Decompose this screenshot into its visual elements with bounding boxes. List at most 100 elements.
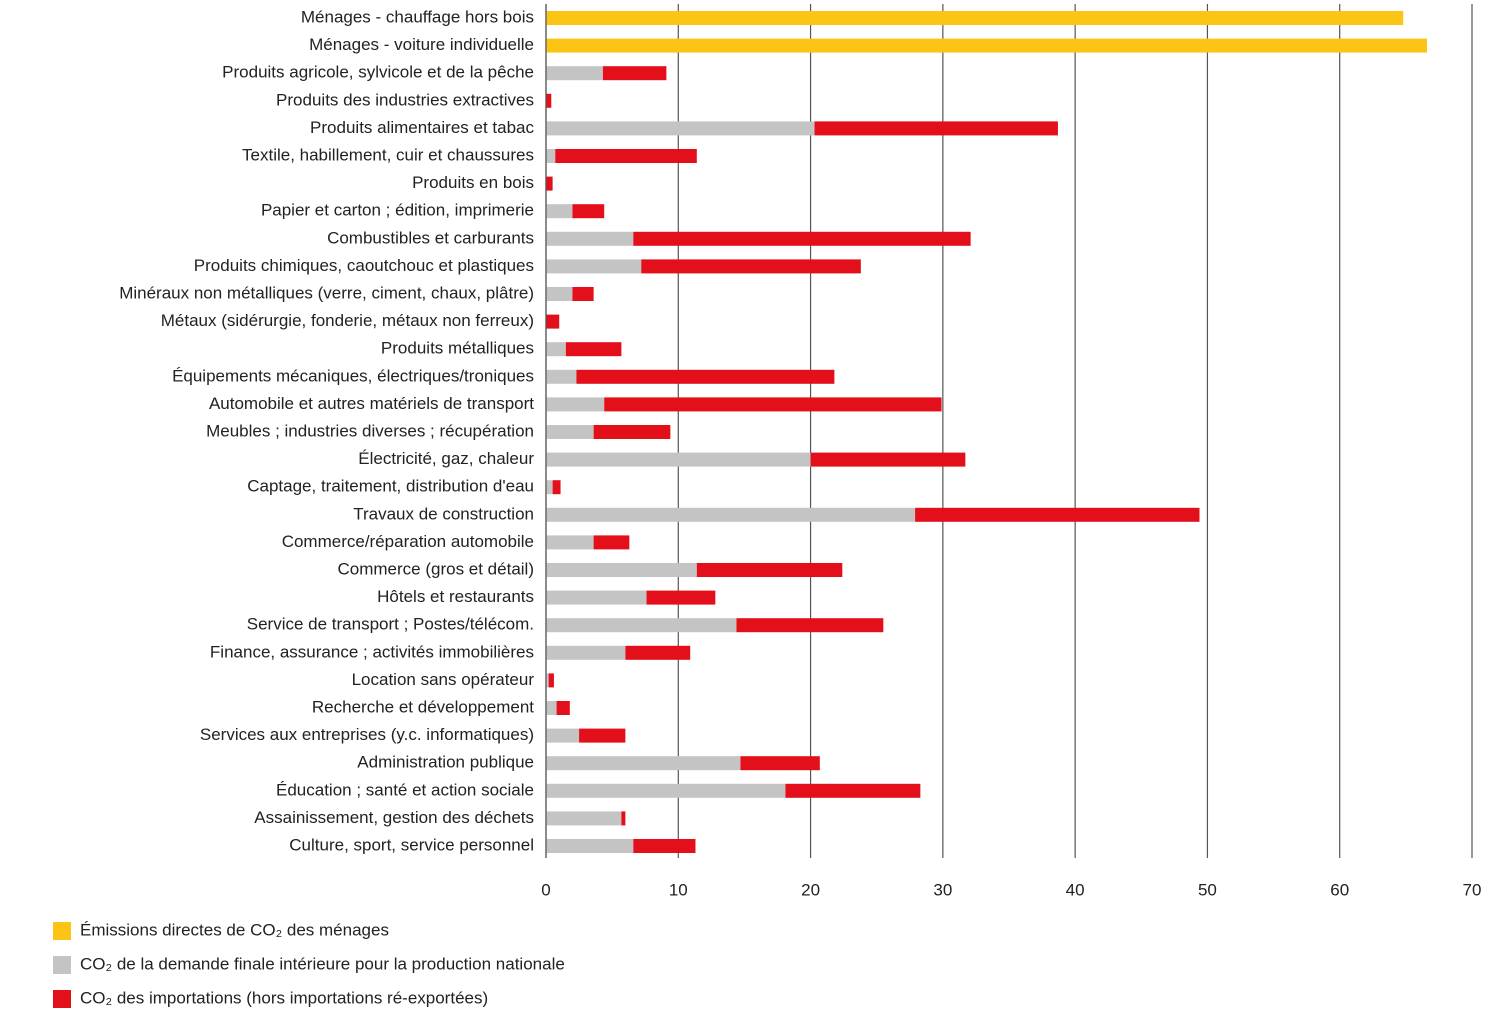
y-tick-label: Minéraux non métalliques (verre, ciment,…: [119, 283, 534, 302]
y-tick-label: Hôtels et restaurants: [377, 587, 534, 606]
bar-segment: [546, 342, 566, 357]
bar-segment: [646, 590, 716, 605]
x-tick-label: 60: [1330, 880, 1349, 899]
y-tick-label: Location sans opérateur: [352, 670, 535, 689]
bar-segment: [546, 645, 626, 660]
y-tick-label: Finance, assurance ; activités immobiliè…: [210, 642, 534, 661]
legend-label: Émissions directes de CO₂ des ménages: [80, 920, 389, 939]
bar-segment: [546, 839, 634, 853]
bar-segment: [625, 645, 691, 660]
bar-segment: [915, 507, 1200, 522]
x-tick-label: 70: [1463, 880, 1482, 899]
bar-segment: [740, 756, 820, 771]
bar-segment: [546, 287, 573, 301]
y-tick-label: Commerce/réparation automobile: [282, 532, 534, 551]
bar-segment: [546, 397, 605, 412]
bar-segment: [555, 149, 697, 163]
bar-segment: [593, 425, 671, 439]
bar-segment: [546, 93, 552, 108]
legend-swatch: [53, 956, 71, 974]
bar-segment: [810, 452, 966, 467]
bar-segment: [633, 231, 971, 246]
y-tick-label: Produits métalliques: [381, 339, 534, 358]
x-tick-label: 30: [933, 880, 952, 899]
bar-segment: [576, 369, 835, 384]
bar-segment: [546, 811, 622, 826]
bar-segment: [572, 204, 605, 219]
bar-segment: [546, 231, 634, 246]
x-tick-label: 20: [801, 880, 820, 899]
bar-segment: [546, 756, 741, 771]
y-tick-label: Électricité, gaz, chaleur: [358, 449, 534, 468]
bar-segment: [546, 204, 573, 219]
x-tick-label: 50: [1198, 880, 1217, 899]
bar-segment: [546, 425, 594, 439]
bar-segment: [814, 121, 1058, 136]
y-tick-label: Administration publique: [357, 753, 534, 772]
bar-segment: [641, 259, 861, 274]
y-tick-label: Éducation ; santé et action sociale: [276, 780, 534, 799]
bar-segment: [593, 535, 630, 550]
bar-segment: [546, 535, 594, 550]
bar-segment: [546, 121, 815, 136]
y-tick-label: Services aux entreprises (y.c. informati…: [200, 725, 534, 744]
bar-segment: [556, 701, 570, 715]
y-tick-label: Papier et carton ; édition, imprimerie: [261, 201, 534, 220]
y-tick-label: Produits agricole, sylvicole et de la pê…: [222, 63, 534, 82]
y-tick-label: Produits alimentaires et tabac: [310, 118, 534, 137]
bar-segment: [696, 563, 843, 577]
bar-segment: [546, 480, 553, 495]
bar-segment: [546, 452, 811, 467]
bar-segment: [552, 480, 561, 495]
bar-segment: [546, 728, 580, 743]
bar-segment: [572, 287, 594, 301]
y-tick-label: Travaux de construction: [353, 504, 534, 523]
bar-segment: [633, 839, 696, 853]
y-tick-label: Produits en bois: [412, 173, 534, 192]
bar-segment: [546, 507, 916, 522]
x-tick-label: 10: [669, 880, 688, 899]
bar-segment: [736, 618, 884, 633]
bar-segment: [546, 783, 786, 798]
bar-segment: [621, 811, 626, 826]
bar-segment: [548, 673, 554, 688]
y-tick-label: Ménages - chauffage hors bois: [301, 7, 534, 26]
y-tick-label: Recherche et développement: [312, 697, 534, 716]
y-tick-label: Combustibles et carburants: [327, 228, 534, 247]
bar-segment: [546, 38, 1428, 53]
bar-segment: [785, 783, 921, 798]
y-tick-label: Meubles ; industries diverses ; récupéra…: [206, 421, 534, 440]
bar-segment: [546, 176, 553, 191]
x-tick-label: 40: [1066, 880, 1085, 899]
y-tick-label: Équipements mécaniques, électriques/tron…: [172, 366, 534, 385]
bar-segment: [546, 563, 697, 577]
legend-label: CO₂ des importations (hors importations …: [80, 988, 488, 1007]
bar-segment: [546, 701, 557, 715]
legend-swatch: [53, 922, 71, 940]
y-tick-label: Service de transport ; Postes/télécom.: [247, 615, 534, 634]
bar-segment: [546, 673, 549, 688]
y-tick-label: Assainissement, gestion des déchets: [254, 808, 534, 827]
bar-segment: [546, 314, 560, 329]
bar-segment: [546, 11, 1404, 25]
bar-segment: [565, 342, 622, 357]
x-tick-label: 0: [541, 880, 550, 899]
bar-segment: [546, 369, 577, 384]
y-tick-label: Automobile et autres matériels de transp…: [209, 394, 534, 413]
bar-segment: [546, 590, 647, 605]
bar-segment: [579, 728, 626, 743]
bar-segment: [604, 397, 942, 412]
bar-segment: [546, 618, 737, 633]
y-tick-label: Textile, habillement, cuir et chaussures: [242, 145, 534, 164]
bar-segment: [602, 66, 667, 81]
y-tick-label: Commerce (gros et détail): [337, 559, 534, 578]
y-tick-label: Produits des industries extractives: [276, 90, 534, 109]
y-tick-label: Ménages - voiture individuelle: [309, 35, 534, 54]
bar-segment: [546, 66, 603, 81]
y-tick-label: Culture, sport, service personnel: [289, 835, 534, 854]
y-tick-label: Captage, traitement, distribution d'eau: [247, 477, 534, 496]
legend-swatch: [53, 990, 71, 1008]
y-tick-label: Produits chimiques, caoutchouc et plasti…: [194, 256, 534, 275]
y-tick-label: Métaux (sidérurgie, fonderie, métaux non…: [161, 311, 534, 330]
